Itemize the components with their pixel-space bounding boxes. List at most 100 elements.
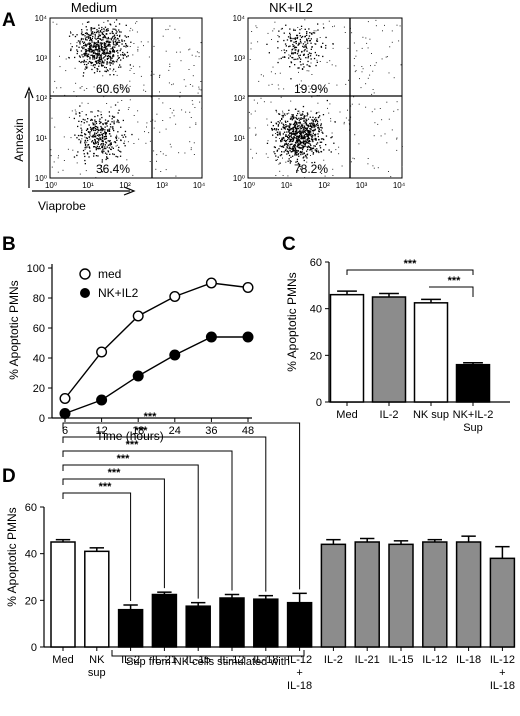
flow-dot (331, 132, 333, 134)
flow-dot (140, 41, 142, 43)
flow-dot (312, 119, 314, 122)
data-point (169, 291, 181, 303)
flow-dot (80, 61, 82, 64)
flow-dot (121, 134, 123, 136)
flow-dot (137, 50, 139, 52)
flow-dot (308, 28, 310, 30)
flow-dot (294, 124, 297, 126)
flow-dot (84, 163, 86, 165)
flow-dot (301, 151, 303, 153)
flow-dot (107, 87, 109, 89)
flow-dot (109, 153, 111, 155)
flow-dot (291, 119, 293, 121)
y-tick-label: 100 (27, 263, 45, 275)
flow-dot (83, 45, 85, 47)
flow-y-tick-label: 10¹ (233, 134, 245, 143)
flow-dot (314, 138, 316, 141)
flow-dot (76, 45, 78, 47)
flow-dot (92, 56, 94, 58)
flow-dot (129, 85, 131, 87)
flow-dot (91, 141, 93, 143)
flow-dot (93, 44, 95, 46)
flow-dot (169, 117, 171, 119)
flow-dot (301, 137, 303, 139)
flow-dot (94, 119, 96, 121)
flow-dot (310, 125, 312, 127)
flow-dot (282, 112, 284, 114)
flow-dot (289, 138, 291, 140)
flow-dot (68, 116, 70, 118)
data-point (59, 408, 71, 420)
flow-dot (305, 45, 307, 47)
flow-dot (109, 74, 111, 76)
flow-dot (303, 143, 305, 145)
flow-dot (271, 127, 273, 130)
data-point (132, 310, 144, 322)
flow-dot (90, 127, 92, 129)
data-point (59, 393, 71, 405)
flow-dot (121, 39, 123, 41)
flow-dot (189, 141, 191, 143)
flow-dot (119, 64, 121, 66)
flow-dot (296, 121, 298, 124)
flow-dot (91, 119, 93, 121)
flow-dot (290, 138, 293, 141)
flow-dot (275, 155, 277, 157)
flow-dot (111, 47, 114, 49)
flow-dot (106, 52, 108, 54)
flow-dot (116, 92, 118, 94)
flow-dot (195, 122, 197, 124)
flow-dot (315, 43, 317, 45)
flow-dot (249, 127, 251, 129)
flow-dot (85, 133, 87, 136)
flow-dot (307, 42, 309, 44)
flow-dot (325, 44, 327, 47)
flow-dot (379, 108, 381, 109)
data-point (96, 394, 108, 406)
flow-dot (114, 21, 115, 23)
flow-dot (285, 124, 287, 126)
flow-dot (313, 30, 315, 32)
flow-dot (96, 137, 98, 140)
flow-dot (101, 48, 103, 51)
flow-dot (129, 46, 131, 47)
flow-dot (296, 141, 299, 143)
flow-dot (267, 124, 269, 126)
flow-dot (282, 126, 284, 128)
flow-dot (296, 129, 298, 131)
flow-dot (94, 138, 96, 141)
flow-dot (309, 134, 311, 136)
flow-dot (319, 145, 321, 147)
flow-dot (72, 34, 74, 36)
flow-dot (91, 37, 93, 40)
flow-dot (81, 138, 83, 140)
flow-dot (293, 145, 295, 147)
flow-dot (277, 134, 279, 136)
flow-dot (88, 60, 91, 63)
flow-dot (280, 155, 282, 157)
flow-y-tick-label: 10³ (233, 54, 245, 63)
flow-dot (68, 57, 70, 59)
flow-dot (83, 153, 85, 155)
flow-dot (83, 38, 85, 40)
flow-dot (116, 43, 119, 45)
flow-dot (198, 56, 200, 58)
flow-dot (304, 28, 306, 30)
flow-dot (304, 45, 306, 47)
flow-dot (85, 50, 88, 52)
flow-dot (375, 62, 377, 64)
flow-dot (298, 143, 300, 145)
flow-dot (122, 54, 125, 57)
flow-dot (104, 168, 106, 170)
flow-dot (112, 147, 114, 149)
flow-dot (62, 169, 64, 171)
flow-dot (320, 138, 323, 140)
flow-dot (101, 32, 104, 34)
flow-dot (330, 120, 332, 122)
flow-dot (266, 118, 268, 120)
flow-dot (101, 52, 103, 54)
flow-dot (105, 55, 107, 57)
flow-dot (282, 110, 284, 112)
flow-dot (341, 165, 343, 167)
flow-dot (285, 140, 288, 142)
